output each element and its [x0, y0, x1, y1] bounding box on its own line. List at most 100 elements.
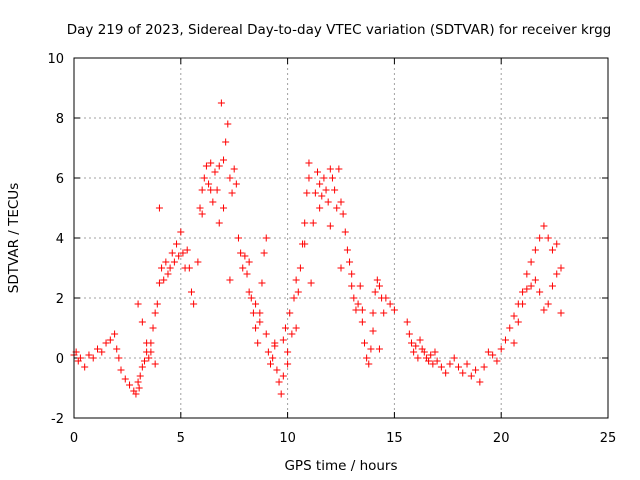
data-point — [484, 348, 492, 356]
data-point — [198, 186, 206, 194]
data-point — [286, 309, 294, 317]
y-tick-label: 2 — [56, 292, 64, 307]
data-point — [247, 294, 255, 302]
data-point — [360, 339, 368, 347]
data-point — [288, 330, 296, 338]
data-point — [311, 189, 319, 197]
data-point — [262, 330, 270, 338]
data-point — [222, 138, 230, 146]
data-point — [126, 381, 134, 389]
data-point — [164, 270, 172, 278]
data-point — [386, 300, 394, 308]
y-axis-label: SDTVAR / TECUs — [6, 183, 22, 293]
data-point — [337, 198, 345, 206]
data-point — [271, 342, 279, 350]
data-point — [113, 345, 121, 353]
data-point — [510, 339, 518, 347]
data-point — [348, 282, 356, 290]
data-point — [121, 375, 129, 383]
data-point — [252, 324, 260, 332]
data-point — [309, 219, 317, 227]
x-tick-label: 5 — [177, 431, 185, 446]
data-point — [531, 276, 539, 284]
data-point — [239, 264, 247, 272]
data-point — [553, 270, 561, 278]
data-point — [320, 174, 328, 182]
y-tick-labels: -2 0 2 4 6 8 10 — [47, 52, 64, 427]
data-point — [245, 288, 253, 296]
data-point — [303, 189, 311, 197]
data-point — [531, 246, 539, 254]
data-point — [162, 258, 170, 266]
y-tick-label: 0 — [56, 352, 64, 367]
data-point — [335, 165, 343, 173]
data-point — [153, 300, 161, 308]
data-point — [363, 354, 371, 362]
data-point — [256, 309, 264, 317]
data-point — [190, 300, 198, 308]
data-point — [527, 258, 535, 266]
data-point — [173, 240, 181, 248]
y-tick-label: -2 — [51, 412, 64, 427]
data-point — [356, 282, 364, 290]
x-axis-label: GPS time / hours — [284, 458, 397, 474]
x-tick-label: 25 — [600, 431, 617, 446]
data-point — [459, 369, 467, 377]
data-point — [437, 363, 445, 371]
data-point — [514, 318, 522, 326]
data-point — [548, 246, 556, 254]
data-point — [405, 330, 413, 338]
data-point — [557, 264, 565, 272]
data-point — [228, 189, 236, 197]
data-point — [226, 174, 234, 182]
data-point — [314, 168, 322, 176]
data-point — [175, 252, 183, 260]
data-point — [369, 309, 377, 317]
data-point — [346, 258, 354, 266]
data-point — [217, 99, 225, 107]
data-point — [324, 198, 332, 206]
data-point — [117, 366, 125, 374]
data-point — [202, 162, 210, 170]
data-point — [420, 348, 428, 356]
data-point — [205, 180, 213, 188]
data-point — [143, 339, 151, 347]
data-point — [232, 180, 240, 188]
data-point — [442, 369, 450, 377]
data-point — [151, 309, 159, 317]
data-point — [155, 279, 163, 287]
data-point — [416, 336, 424, 344]
data-point — [316, 180, 324, 188]
data-point — [536, 234, 544, 242]
chart-title: Day 219 of 2023, Sidereal Day-to-day VTE… — [67, 22, 611, 38]
data-point — [544, 300, 552, 308]
data-point — [373, 276, 381, 284]
data-point — [200, 174, 208, 182]
data-point — [463, 360, 471, 368]
data-point — [544, 234, 552, 242]
data-point — [358, 306, 366, 314]
data-point — [348, 270, 356, 278]
y-tick-label: 10 — [47, 52, 64, 67]
data-point — [410, 348, 418, 356]
data-point — [166, 264, 174, 272]
data-point — [307, 279, 315, 287]
data-point — [132, 390, 140, 398]
data-point — [301, 219, 309, 227]
data-point — [472, 366, 480, 374]
data-point — [256, 318, 264, 326]
data-point — [367, 345, 375, 353]
data-point — [207, 186, 215, 194]
data-point — [224, 120, 232, 128]
data-point — [305, 174, 313, 182]
data-point — [258, 279, 266, 287]
data-point — [135, 384, 143, 392]
data-point — [358, 318, 366, 326]
data-point — [369, 327, 377, 335]
data-point — [134, 378, 142, 386]
data-point — [523, 285, 531, 293]
data-point — [267, 360, 275, 368]
data-point — [138, 363, 146, 371]
data-point — [425, 357, 433, 365]
